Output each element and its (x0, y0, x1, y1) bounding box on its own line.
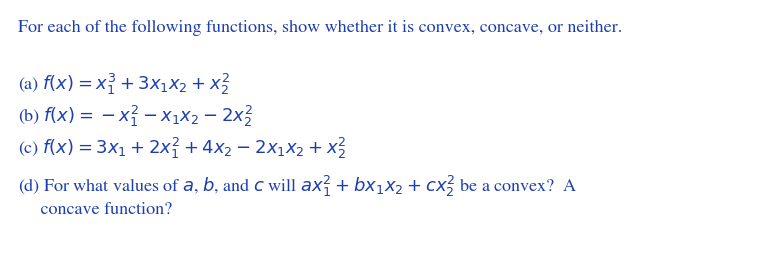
Text: For each of the following functions, show whether it is convex, concave, or neit: For each of the following functions, sho… (18, 20, 622, 36)
Text: (b) $f(x) = -x_1^2 - x_1x_2 - 2x_2^2$: (b) $f(x) = -x_1^2 - x_1x_2 - 2x_2^2$ (18, 104, 253, 129)
Text: concave function?: concave function? (18, 202, 172, 218)
Text: (d) For what values of $a$, $b$, and $c$ will $ax_1^2 + bx_1x_2 + cx_2^2$ be a c: (d) For what values of $a$, $b$, and $c$… (18, 174, 577, 199)
Text: (c) $f(x) = 3x_1 + 2x_1^2 + 4x_2 - 2x_1x_2 + x_2^2$: (c) $f(x) = 3x_1 + 2x_1^2 + 4x_2 - 2x_1x… (18, 136, 347, 161)
Text: (a) $f(x) = x_1^3 + 3x_1x_2 + x_2^2$: (a) $f(x) = x_1^3 + 3x_1x_2 + x_2^2$ (18, 72, 230, 97)
